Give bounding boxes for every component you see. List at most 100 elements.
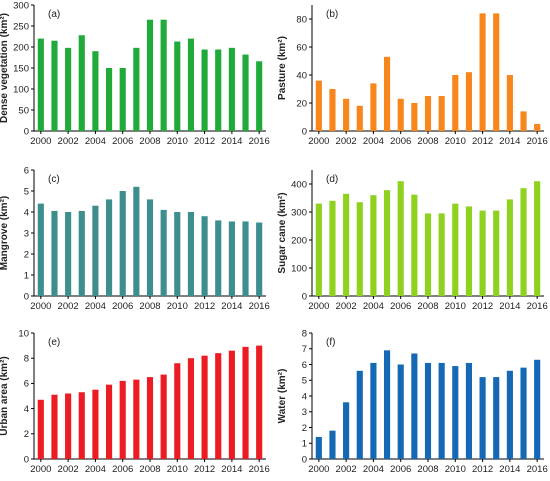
bar bbox=[411, 353, 418, 459]
bar bbox=[506, 199, 513, 296]
y-tick-label: 6 bbox=[24, 379, 29, 390]
y-tick-label: 10 bbox=[18, 328, 29, 339]
panel-label: (a) bbox=[48, 9, 60, 20]
bar bbox=[119, 191, 126, 296]
bar bbox=[438, 96, 445, 131]
bar bbox=[65, 47, 72, 132]
bar bbox=[78, 392, 85, 459]
bar bbox=[215, 220, 222, 296]
y-tick-label: 7 bbox=[302, 344, 307, 355]
x-tick-label: 2014 bbox=[221, 464, 242, 475]
chart-panel: 0 20 40 60 80 2000 2002 2004 2006 2008 2010 2012 201… bbox=[277, 5, 548, 147]
x-tick-label: 2006 bbox=[112, 136, 133, 147]
x-tick-label: 2006 bbox=[390, 301, 411, 312]
bar bbox=[256, 61, 263, 131]
bar bbox=[383, 56, 391, 131]
bar bbox=[242, 346, 249, 459]
y-axis-title: Water (km²) bbox=[277, 369, 288, 424]
y-tick-label: 0 bbox=[302, 126, 307, 137]
bar bbox=[37, 38, 44, 131]
x-tick-label: 2012 bbox=[194, 301, 215, 312]
bar bbox=[452, 75, 459, 131]
bar bbox=[411, 194, 418, 296]
y-tick-label: 5 bbox=[302, 376, 307, 387]
bar bbox=[424, 96, 432, 131]
x-tick-label: 2000 bbox=[30, 301, 51, 312]
y-tick-label: 4 bbox=[302, 391, 307, 402]
bar bbox=[133, 186, 140, 296]
bar bbox=[215, 353, 222, 459]
y-tick-label: 4 bbox=[24, 404, 29, 415]
x-tick-label: 2002 bbox=[58, 136, 79, 147]
bar bbox=[424, 213, 432, 296]
bar bbox=[51, 394, 58, 459]
bar bbox=[479, 210, 486, 296]
bar bbox=[383, 350, 391, 459]
y-tick-label: 6 bbox=[24, 165, 29, 176]
bar bbox=[92, 205, 99, 296]
bar bbox=[493, 13, 500, 131]
bar bbox=[133, 47, 140, 132]
bar bbox=[119, 380, 126, 459]
y-tick-label: 200 bbox=[291, 235, 307, 246]
x-tick-label: 2014 bbox=[221, 136, 242, 147]
x-tick-label: 2008 bbox=[139, 136, 160, 147]
y-tick-label: 40 bbox=[296, 70, 307, 81]
chart-panel: 0 2 4 6 8 10 2000 2002 2004 2006 2008 2010 2012 2014 2… bbox=[0, 328, 270, 475]
x-tick-label: 2000 bbox=[30, 464, 51, 475]
x-tick-label: 2004 bbox=[363, 136, 384, 147]
bar bbox=[343, 98, 350, 131]
y-tick-label: 5 bbox=[24, 186, 29, 197]
bar bbox=[465, 362, 473, 459]
y-tick-label: 4 bbox=[24, 207, 29, 218]
bar bbox=[160, 374, 167, 459]
bar bbox=[370, 195, 377, 296]
bar bbox=[37, 399, 44, 459]
x-tick-label: 2012 bbox=[194, 464, 215, 475]
x-tick-label: 2016 bbox=[249, 301, 270, 312]
bar bbox=[51, 210, 58, 296]
bar bbox=[187, 212, 195, 296]
bar bbox=[424, 362, 432, 459]
y-tick-label: 2 bbox=[24, 429, 29, 440]
x-tick-label: 2004 bbox=[85, 301, 106, 312]
x-tick-label: 2000 bbox=[308, 136, 329, 147]
bar bbox=[370, 362, 377, 459]
y-axis-title: Pasture (km²) bbox=[277, 36, 288, 100]
bar bbox=[92, 389, 99, 459]
bar bbox=[105, 68, 113, 131]
x-tick-label: 2004 bbox=[363, 464, 384, 475]
y-tick-label: 0 bbox=[302, 291, 307, 302]
x-tick-label: 2012 bbox=[472, 301, 493, 312]
x-tick-label: 2008 bbox=[139, 301, 160, 312]
bar bbox=[329, 89, 336, 131]
x-tick-label: 2016 bbox=[249, 136, 270, 147]
bar bbox=[92, 51, 99, 132]
y-tick-label: 50 bbox=[18, 105, 29, 116]
bar bbox=[201, 355, 208, 459]
y-tick-label: 2 bbox=[24, 249, 29, 260]
x-tick-label: 2010 bbox=[445, 136, 466, 147]
bar bbox=[78, 210, 85, 296]
bar bbox=[65, 393, 72, 459]
x-tick-label: 2012 bbox=[472, 464, 493, 475]
panel-label: (b) bbox=[326, 9, 338, 20]
bar bbox=[119, 68, 126, 131]
bar bbox=[493, 210, 500, 296]
x-tick-label: 2016 bbox=[527, 464, 548, 475]
chart-panel: 0 100 200 300 400 2000 2002 2004 2006 2008 2010 201… bbox=[277, 170, 548, 312]
y-tick-label: 300 bbox=[13, 0, 29, 11]
y-tick-label: 200 bbox=[13, 42, 29, 53]
x-tick-label: 2014 bbox=[499, 464, 520, 475]
bar bbox=[329, 200, 336, 296]
x-tick-label: 2000 bbox=[308, 464, 329, 475]
bar bbox=[146, 19, 154, 132]
bar bbox=[438, 362, 445, 459]
panel-label: (e) bbox=[48, 337, 60, 348]
bar bbox=[534, 181, 541, 296]
bar bbox=[343, 193, 350, 296]
x-tick-label: 2010 bbox=[167, 464, 188, 475]
y-tick-label: 1 bbox=[24, 270, 29, 281]
bar bbox=[397, 364, 404, 459]
x-tick-label: 2014 bbox=[499, 301, 520, 312]
